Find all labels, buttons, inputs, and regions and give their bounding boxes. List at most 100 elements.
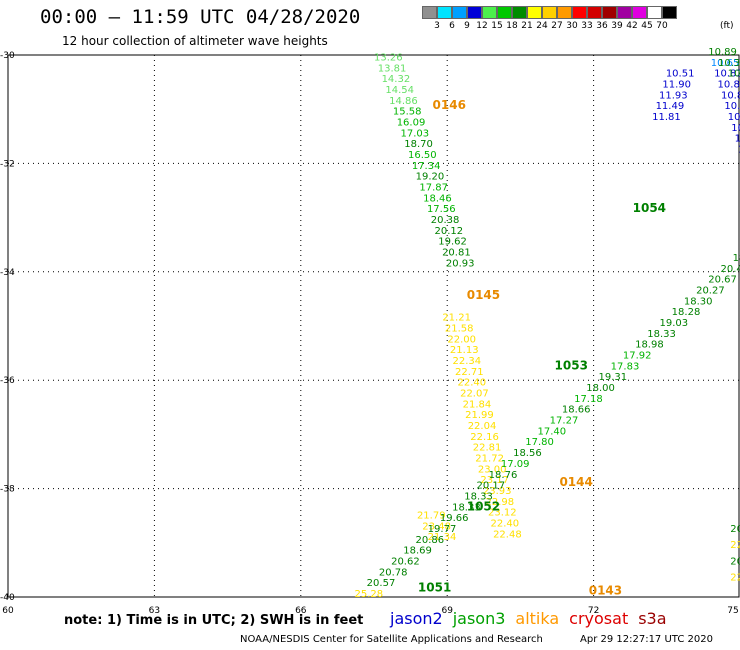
mission-legend-item: altika xyxy=(515,609,560,628)
jason3-swh-value: 18.69 xyxy=(403,546,432,557)
colorbar-swatch xyxy=(482,6,497,19)
footer-timestamp: Apr 29 12:27:17 UTC 2020 xyxy=(580,634,713,645)
colorbar-label: 70 xyxy=(656,21,668,31)
mission-legend-item: s3a xyxy=(638,609,667,628)
altika-swh-value: 22.40 xyxy=(458,378,487,389)
altika-swh-value: 20 xyxy=(730,524,740,535)
jason3-swh-value: 16.50 xyxy=(408,150,437,161)
footer-note: note: 1) Time is in UTC; 2) SWH is in fe… xyxy=(64,613,364,628)
y-tick-label: -38 xyxy=(0,485,15,495)
jason2-swh-value: 10.51 xyxy=(666,69,695,80)
colorbar-swatch xyxy=(587,6,602,19)
jason3-swh-value: 19.20 xyxy=(416,172,445,183)
jason3-swh-value: 14.54 xyxy=(385,85,414,96)
altika-swh-value: 21.79 xyxy=(417,510,446,521)
altika-swh-value: 22. xyxy=(730,573,740,584)
jason2-swh-value: 11.49 xyxy=(656,101,685,112)
jason3-swh-value: 15.58 xyxy=(393,107,422,118)
pass-time-label: 1053 xyxy=(555,358,588,372)
jason3-swh-value: 14.86 xyxy=(389,96,418,107)
y-tick-label: -30 xyxy=(0,51,15,61)
mission-legend-item: jason2 xyxy=(390,609,443,628)
colorbar-swatch xyxy=(572,6,587,19)
jason3-swh-value: 18.70 xyxy=(404,139,433,150)
jason3-swh-value: 18.66 xyxy=(562,405,591,416)
altika-swh-value: 21.34 xyxy=(428,532,457,543)
colorbar-swatch xyxy=(527,6,542,19)
mission-legend-item: jason3 xyxy=(452,609,506,628)
jason3-swh-value: 20.93 xyxy=(446,258,475,269)
jason3-swh-value: 18.76 xyxy=(489,470,518,481)
pass-time-label: 1052 xyxy=(467,499,500,513)
jason3-swh-value: 20.78 xyxy=(379,567,408,578)
colorbar-label: 27 xyxy=(551,21,563,31)
jason2-swh-value: 10.80 xyxy=(718,80,740,91)
jason3-swh-value: 20.67 xyxy=(708,275,737,286)
jason3-swh-value: 25.28 xyxy=(354,589,383,600)
jason3-swh-value: 17.56 xyxy=(427,204,456,215)
pass-time-label: 1051 xyxy=(418,581,451,595)
jason3-swh-value: 17.92 xyxy=(623,351,652,362)
swh-colorbar: (ft) 3 6 9 12 15 18 21 24 27 30 33 36 39 42 45 70 xyxy=(422,6,740,33)
colorbar-swatch xyxy=(662,6,677,19)
jason2-swh-value: 10.54 xyxy=(724,101,740,112)
jason3-swh-value: 19.77 xyxy=(428,524,457,535)
colorbar-label: 21 xyxy=(521,21,533,31)
jason3-swh-value: 17.09 xyxy=(501,459,530,470)
y-tick-label: -40 xyxy=(0,593,15,603)
pass-time-label: 0144 xyxy=(559,475,592,489)
page-subtitle: 12 hour collection of altimeter wave hei… xyxy=(62,34,328,48)
jason3-swh-value: 20.62 xyxy=(391,556,420,567)
jason3-swh-value: 18.33 xyxy=(647,329,676,340)
altika-swh-value: 22.71 xyxy=(455,367,484,378)
jason3-swh-value: 20.40 xyxy=(720,264,740,275)
colorbar-swatch xyxy=(542,6,557,19)
colorbar-label: 39 xyxy=(611,21,623,31)
altika-swh-value: 21.58 xyxy=(445,323,474,334)
jason2-swh-value: 11.81 xyxy=(652,112,681,123)
jason2-swh-value: 10.31 xyxy=(735,134,740,145)
x-tick-label: 60 xyxy=(2,606,14,616)
altika-swh-value: 22.40 xyxy=(491,519,520,530)
y-tick-label: -34 xyxy=(0,268,15,278)
colorbar-label: 9 xyxy=(464,21,470,31)
jason3-swh-value: 18.56 xyxy=(513,448,542,459)
colorbar-swatch xyxy=(467,6,482,19)
altika-swh-value: 23.12 xyxy=(488,508,517,519)
altika-swh-value: 21.72 xyxy=(475,454,504,465)
colorbar-swatch xyxy=(617,6,632,19)
jason3-swh-value: 14.32 xyxy=(382,74,411,85)
altika-swh-value: 22.34 xyxy=(452,356,481,367)
pass-time-label: 0145 xyxy=(467,288,500,302)
mission-legend: jason2 jason3 altika cryosat s3a xyxy=(390,609,677,628)
jason2-swh-value: 10.0 xyxy=(738,145,740,156)
jason3-swh-value: 18.00 xyxy=(586,383,615,394)
x-tick-label: 69 xyxy=(441,606,453,616)
altika-swh-value: 21.84 xyxy=(463,399,492,410)
altika-swh-value: 23.00 xyxy=(478,464,507,475)
pass-time-label: 0143 xyxy=(589,583,622,597)
jason3-swh-value: 17.18 xyxy=(574,394,603,405)
jason3-swh-value: 18.98 xyxy=(635,340,664,351)
jason3-swh-value: 18.30 xyxy=(684,296,713,307)
pass-time-label: 1054 xyxy=(633,201,666,215)
jason3-swh-value: 20.17 xyxy=(476,481,505,492)
colorbar-label: 12 xyxy=(476,21,488,31)
jason3-swh-value: 18.33 xyxy=(464,491,493,502)
y-tick-label: -32 xyxy=(0,159,15,169)
altika-swh-value: 23.48 xyxy=(422,521,451,532)
altika-swh-value: 21.21 xyxy=(442,313,471,324)
jason3-swh-value: 16.09 xyxy=(397,117,426,128)
jason3-swh-value: 17.40 xyxy=(537,426,566,437)
jason3-swh-value: 20.57 xyxy=(367,578,396,589)
colorbar-swatch xyxy=(452,6,467,19)
colorbar-label: 18 xyxy=(506,21,518,31)
altika-swh-value: 22.04 xyxy=(468,421,497,432)
jason3-swh-value: 17.80 xyxy=(525,437,554,448)
jason3-swh-value: 19.31 xyxy=(598,372,627,383)
pass-time-label: 0146 xyxy=(433,98,466,112)
colorbar-swatch xyxy=(437,6,452,19)
jason3-swh-value: 19.62 xyxy=(438,237,467,248)
